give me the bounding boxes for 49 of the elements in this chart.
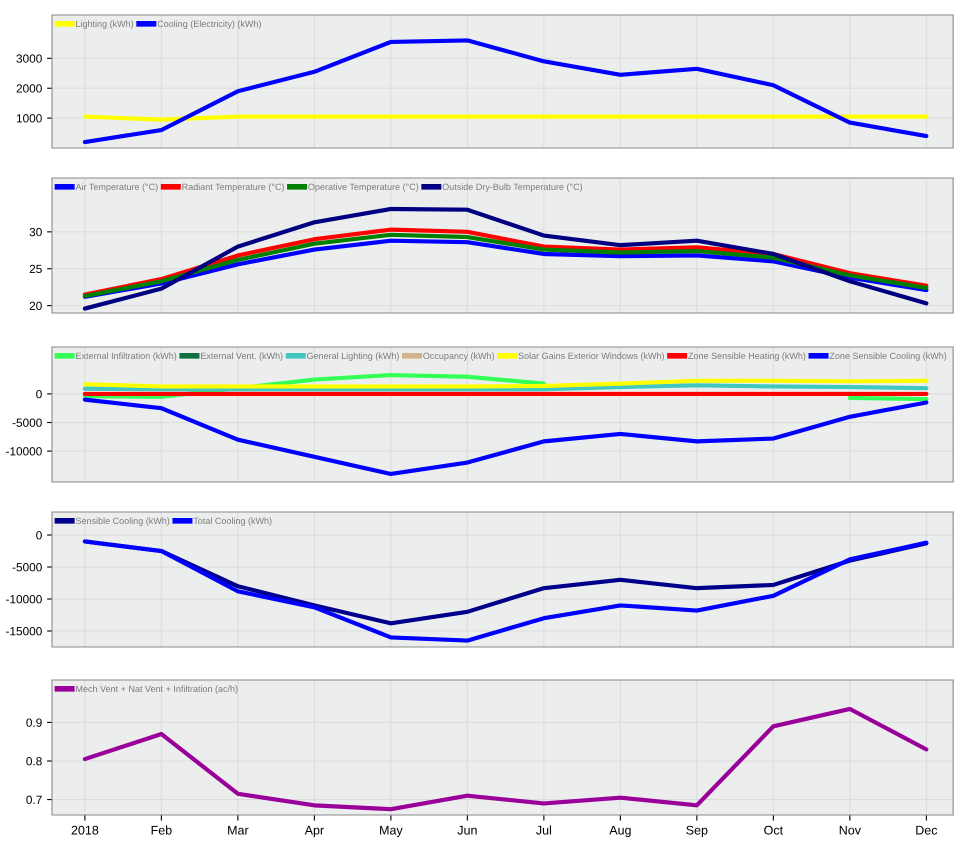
y-tick-label: 0	[36, 531, 42, 540]
legend-label: Radiant Temperature (°C)	[182, 183, 284, 192]
legend-label: Total Cooling (kWh)	[193, 517, 272, 526]
x-tick-label: Apr	[304, 826, 324, 838]
y-tick-label: 0.9	[26, 718, 42, 727]
legend-label: Occupancy (kWh)	[423, 352, 494, 361]
y-tick-label: -10000	[6, 595, 42, 604]
legend-label: Cooling (Electricity) (kWh)	[158, 20, 261, 29]
y-tick-label: -5000	[12, 418, 42, 427]
line-series	[82, 539, 928, 643]
legend-label: Lighting (kWh)	[76, 20, 134, 29]
x-tick-label: Nov	[840, 826, 861, 835]
y-tick-label: -15000	[6, 627, 42, 636]
x-tick-label: Dec	[916, 826, 938, 835]
x-tick-label: Aug	[609, 826, 631, 838]
legend-label: Zone Sensible Heating (kWh)	[688, 352, 806, 361]
x-tick-label: May	[380, 826, 403, 838]
legend-label: Operative Temperature (°C)	[308, 183, 418, 192]
y-tick-label: -5000	[12, 563, 42, 572]
x-tick-label: Feb	[152, 825, 172, 835]
y-tick-label: 20	[30, 302, 42, 310]
y-tick-label: 3000	[16, 54, 42, 63]
legend-label: External Infiltration (kWh)	[76, 352, 176, 361]
y-tick-label: 30	[30, 228, 42, 236]
x-tick-label: 2018	[72, 826, 98, 835]
x-tick-label: Sep	[686, 826, 708, 838]
legend-label: Zone Sensible Cooling (kWh)	[830, 352, 946, 361]
legend-label: Outside Dry-Bulb Temperature (°C)	[442, 183, 582, 192]
legend-label: Mech Vent + Nat Vent + Infiltration (ac/h)	[76, 685, 238, 694]
line-series	[82, 206, 928, 311]
y-tick-label: 1000	[16, 114, 42, 123]
y-tick-label: 25	[30, 264, 42, 274]
legend-label: Solar Gains Exterior Windows (kWh)	[518, 352, 664, 361]
y-tick-label: 0.8	[26, 757, 42, 766]
x-tick-label: Oct	[764, 826, 783, 835]
y-tick-label: 0	[36, 390, 42, 398]
x-tick-label: Jul	[536, 825, 552, 835]
line-series	[82, 38, 928, 144]
x-tick-label: Mar	[228, 826, 248, 835]
legend-label: Air Temperature (°C)	[75, 183, 158, 192]
y-tick-label: -10000	[6, 447, 42, 456]
line-series	[82, 706, 928, 812]
legend-label: Sensible Cooling (kWh)	[76, 517, 170, 526]
x-tick-label: Jun	[457, 826, 477, 835]
y-tick-label: 2000	[16, 84, 42, 93]
legend-label: External Vent. (kWh)	[201, 352, 283, 361]
legend-label: General Lighting (kWh)	[306, 352, 399, 361]
line-series	[82, 398, 928, 476]
y-tick-label: 0.7	[26, 796, 42, 804]
